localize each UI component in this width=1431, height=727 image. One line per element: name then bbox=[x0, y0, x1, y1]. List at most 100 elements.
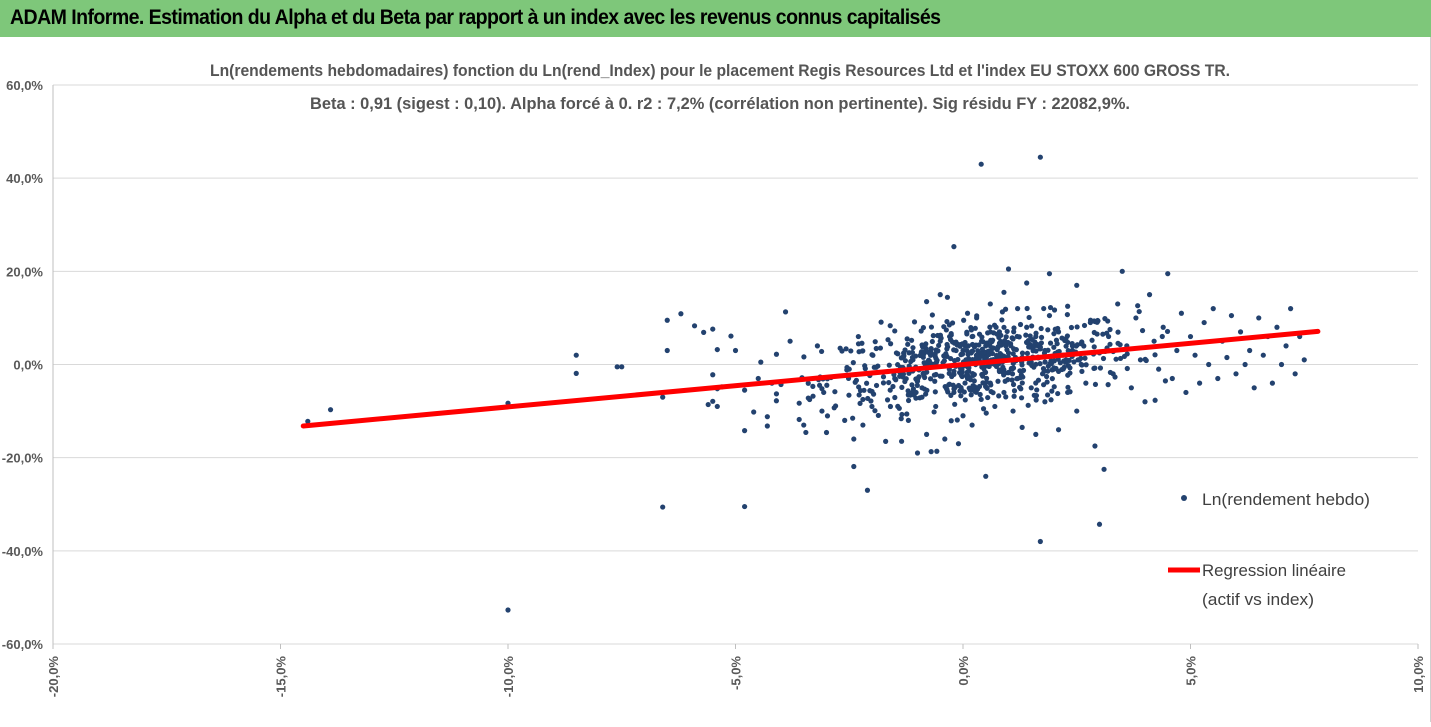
data-point bbox=[1045, 347, 1051, 353]
data-point bbox=[1233, 371, 1239, 377]
chart-subtitle: Beta : 0,91 (sigest : 0,10). Alpha forcé… bbox=[310, 94, 1130, 113]
data-point bbox=[976, 342, 982, 348]
y-tick-label: -60,0% bbox=[2, 637, 44, 652]
data-point bbox=[906, 350, 912, 356]
data-point bbox=[861, 387, 867, 393]
data-point bbox=[988, 388, 994, 395]
data-point bbox=[970, 333, 976, 339]
data-point bbox=[1018, 395, 1025, 401]
data-point bbox=[919, 394, 925, 400]
data-point bbox=[1174, 347, 1180, 354]
data-point bbox=[855, 341, 862, 347]
data-point bbox=[1152, 397, 1158, 403]
data-point bbox=[1048, 397, 1054, 403]
data-point bbox=[1135, 303, 1141, 309]
data-point bbox=[983, 473, 989, 479]
data-point bbox=[938, 335, 944, 341]
data-point bbox=[1096, 521, 1103, 527]
y-tick-label: 0,0% bbox=[13, 358, 43, 373]
data-point bbox=[821, 389, 827, 396]
data-point bbox=[824, 382, 830, 388]
report-banner: ADAM Informe. Estimation du Alpha et du … bbox=[0, 0, 1431, 38]
data-point bbox=[980, 339, 986, 345]
data-point bbox=[887, 323, 893, 329]
data-point bbox=[875, 363, 881, 369]
data-point bbox=[966, 355, 972, 362]
data-point bbox=[1017, 368, 1023, 374]
data-point bbox=[954, 417, 960, 423]
data-point bbox=[918, 328, 924, 334]
data-point bbox=[987, 324, 993, 330]
data-point bbox=[890, 383, 896, 390]
data-point bbox=[1183, 389, 1189, 396]
data-point bbox=[878, 319, 884, 325]
data-point bbox=[773, 351, 780, 357]
data-point bbox=[928, 324, 935, 330]
data-point bbox=[1009, 371, 1016, 377]
data-point bbox=[742, 428, 748, 434]
data-point bbox=[1024, 280, 1030, 286]
data-point bbox=[942, 436, 948, 442]
data-point bbox=[1105, 382, 1111, 388]
data-point bbox=[1159, 333, 1165, 340]
data-point bbox=[1011, 325, 1017, 331]
data-point bbox=[807, 396, 813, 403]
data-point bbox=[764, 423, 770, 429]
data-point bbox=[1051, 384, 1057, 390]
data-point bbox=[1091, 344, 1097, 350]
data-point bbox=[819, 348, 825, 355]
data-point bbox=[902, 358, 908, 364]
data-point bbox=[705, 401, 711, 408]
data-point bbox=[1024, 350, 1030, 356]
data-point bbox=[867, 388, 873, 394]
data-point bbox=[782, 309, 789, 315]
data-point bbox=[913, 353, 919, 359]
data-point bbox=[1005, 266, 1012, 272]
data-point bbox=[1256, 315, 1262, 321]
data-point bbox=[1137, 357, 1144, 363]
data-point bbox=[880, 380, 887, 386]
data-point bbox=[1251, 385, 1257, 391]
data-point bbox=[1247, 347, 1253, 354]
data-point bbox=[993, 324, 999, 330]
data-point bbox=[1004, 328, 1010, 335]
data-point bbox=[764, 414, 770, 420]
data-point bbox=[1092, 365, 1098, 371]
scatter-points bbox=[305, 154, 1307, 613]
data-point bbox=[1187, 333, 1194, 340]
chart-title: Ln(rendements hebdomadaires) fonction du… bbox=[210, 61, 1230, 80]
data-point bbox=[971, 344, 978, 350]
data-point bbox=[1087, 317, 1094, 323]
data-point bbox=[870, 391, 877, 397]
data-point bbox=[856, 384, 862, 390]
data-point bbox=[1107, 369, 1113, 376]
data-point bbox=[1078, 355, 1084, 361]
data-point bbox=[868, 398, 874, 404]
data-point bbox=[934, 448, 940, 454]
data-point bbox=[831, 405, 837, 411]
data-point bbox=[887, 403, 894, 410]
data-point bbox=[886, 362, 892, 368]
data-point bbox=[1063, 343, 1069, 349]
data-point bbox=[1162, 378, 1169, 384]
data-point bbox=[932, 378, 938, 384]
data-point bbox=[1100, 355, 1107, 362]
data-point bbox=[1038, 334, 1045, 340]
data-point bbox=[1051, 307, 1058, 313]
data-point bbox=[1133, 315, 1139, 321]
data-point bbox=[1283, 343, 1289, 349]
data-point bbox=[1046, 271, 1053, 277]
data-point bbox=[924, 387, 930, 393]
data-point bbox=[714, 403, 720, 410]
data-point bbox=[844, 364, 850, 371]
data-point bbox=[921, 351, 927, 357]
data-point bbox=[1033, 380, 1039, 386]
data-point bbox=[1057, 360, 1063, 366]
data-point bbox=[758, 359, 764, 365]
data-point bbox=[1102, 316, 1108, 322]
data-point bbox=[941, 324, 947, 330]
data-point bbox=[1197, 380, 1203, 386]
data-point bbox=[951, 358, 958, 364]
x-tick-label: -15,0% bbox=[274, 656, 289, 698]
data-point bbox=[660, 504, 666, 510]
